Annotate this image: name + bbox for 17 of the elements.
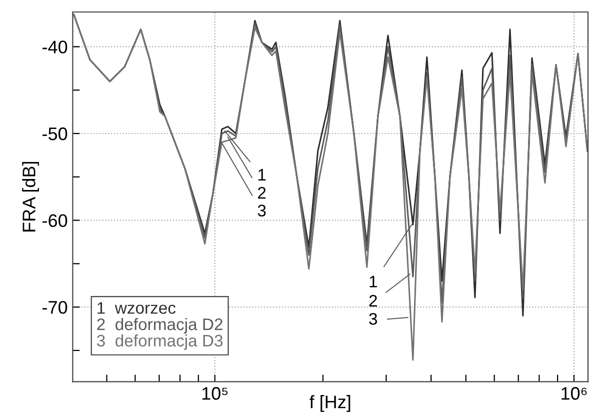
text: 2 deformacja D2 (97, 318, 222, 334)
annotation: 1 (370, 276, 377, 288)
y-tick-label: -50 (42, 127, 68, 140)
x-tick-label: 10⁵ (202, 387, 228, 400)
y-tick-label: -70 (42, 301, 68, 314)
y-axis-title: FRA [dB] (22, 162, 39, 232)
y-tick-label: -60 (42, 214, 68, 227)
text: 1 wzorzec (98, 302, 176, 314)
annotation: 2 (258, 186, 266, 199)
x-tick-label: 10⁶ (562, 387, 587, 400)
text: 3 deformacja D3 (96, 334, 223, 350)
annotation: 3 (369, 313, 378, 325)
annotation: 3 (258, 204, 266, 216)
annotation: 2 (369, 294, 377, 307)
x-axis-title: f [Hz] (310, 395, 350, 412)
annotation: 1 (258, 168, 266, 180)
y-tick-label: -40 (42, 40, 68, 54)
